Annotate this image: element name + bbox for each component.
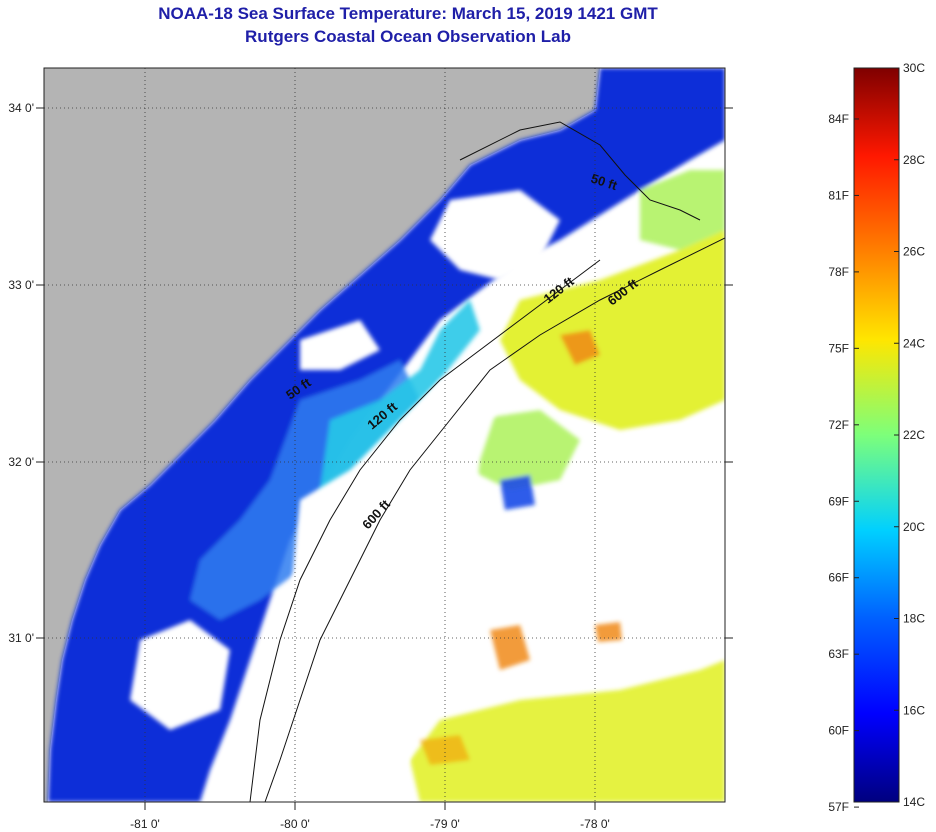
sst-field [48, 68, 725, 802]
fahrenheit-label: 75F [828, 341, 849, 355]
contour-50ft [459, 121, 701, 221]
warm-water-patch [410, 660, 725, 802]
map-subtitle: Rutgers Coastal Ocean Observation Lab [245, 27, 571, 46]
colorbar-ticks [854, 67, 899, 808]
map-title: NOAA-18 Sea Surface Temperature: March 1… [158, 4, 658, 23]
fahrenheit-label: 57F [828, 800, 849, 814]
land-mass [44, 68, 600, 802]
hot-water-patch [560, 330, 600, 365]
temperature-colorbar: 84F 81F 78F 75F 72F 69F 66F 63F 60F 57F 30C 28C 26C… [828, 61, 925, 814]
cold-water-patch [500, 475, 535, 510]
cloud-cover [130, 190, 700, 802]
fahrenheit-label: 60F [828, 724, 849, 738]
axis-ticks [36, 107, 733, 810]
fahrenheit-label: 66F [828, 571, 849, 585]
fahrenheit-label: 84F [828, 112, 849, 126]
lat-label-34: 34 0' [8, 101, 34, 115]
celsius-label: 16C [903, 703, 925, 717]
isobath-contours [249, 121, 725, 802]
fahrenheit-label: 63F [828, 647, 849, 661]
hot-water-patch [420, 735, 470, 765]
sst-map: 50 ft 120 ft 600 ft 50 ft 120 ft 600 ft [44, 68, 725, 802]
map-frame [43, 67, 726, 803]
warm-water-patch [470, 410, 580, 490]
celsius-labels: 30C 28C 26C 24C 22C 20C 18C 16C 14C [903, 61, 925, 809]
cold-water-band [48, 68, 725, 802]
lat-label-31: 31 0' [8, 631, 34, 645]
graticule [44, 68, 725, 802]
hot-water-patch [490, 625, 530, 670]
celsius-label: 14C [903, 795, 925, 809]
fahrenheit-labels: 84F 81F 78F 75F 72F 69F 66F 63F 60F 57F [828, 112, 849, 814]
lat-label-33: 33 0' [8, 278, 34, 292]
fahrenheit-label: 78F [828, 265, 849, 279]
warm-water-patch [640, 170, 725, 250]
contour-120ft [249, 259, 601, 802]
fahrenheit-label: 69F [828, 494, 849, 508]
contour-600ft [264, 237, 725, 802]
celsius-label: 22C [903, 428, 925, 442]
celsius-label: 30C [903, 61, 925, 75]
lon-label-78: -78 0' [580, 817, 610, 831]
celsius-label: 26C [903, 245, 925, 259]
fahrenheit-label: 72F [828, 418, 849, 432]
celsius-label: 24C [903, 336, 925, 350]
celsius-label: 20C [903, 520, 925, 534]
lon-label-81: -81 0' [130, 817, 160, 831]
fahrenheit-label: 81F [828, 188, 849, 202]
celsius-label: 18C [903, 612, 925, 626]
lon-label-79: -79 0' [430, 817, 460, 831]
hot-water-patch [595, 622, 622, 642]
warm-water-patch [500, 230, 725, 430]
colorbar-scale [853, 67, 900, 803]
lat-label-32: 32 0' [8, 455, 34, 469]
celsius-label: 28C [903, 153, 925, 167]
lon-label-80: -80 0' [280, 817, 310, 831]
